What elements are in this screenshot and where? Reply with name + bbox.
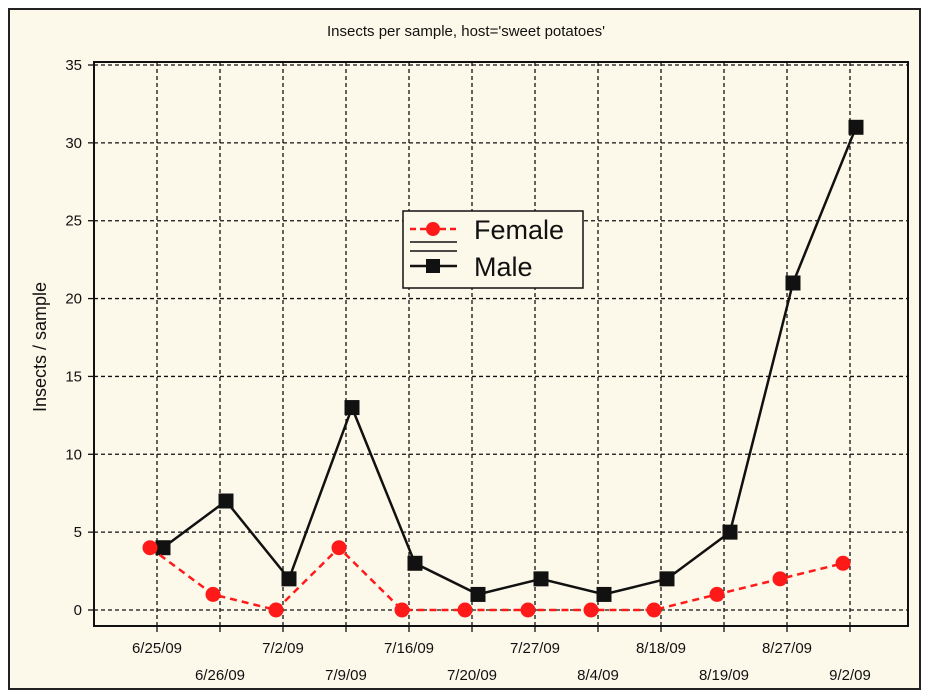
data-point-female [835,555,851,571]
data-point-female [646,602,662,618]
data-point-male [533,571,549,587]
x-tick-label: 6/26/09 [195,667,245,684]
legend-male-marker [426,259,440,273]
data-point-female [142,540,158,556]
series-line-male [162,126,858,596]
data-point-female [583,602,599,618]
grid-layer [94,62,908,626]
data-point-female [331,540,347,556]
y-tick-label: 30 [65,135,82,152]
x-tick-label: 9/2/09 [829,667,871,684]
x-tick-label: 8/4/09 [577,667,619,684]
data-point-male [344,400,360,416]
chart-frame: Insects per sample, host='sweet potatoes… [8,8,921,690]
data-point-male [281,571,297,587]
y-tick-label: 25 [65,213,82,230]
series-line-female [149,545,844,612]
tick-layer: 0 5 10 15 20 25 30 35 6/25/09 6/26/09 7/2/09 7/9/09… [65,57,871,684]
x-tick-label: 7/2/09 [262,640,304,657]
data-point-female [268,602,284,618]
y-tick-label: 15 [65,368,82,385]
x-tick-label: 8/19/09 [699,667,749,684]
data-point-male [407,555,423,571]
chart-svg: Insects per sample, host='sweet potatoes… [30,23,909,684]
data-point-female [457,602,473,618]
y-tick-label: 20 [65,291,82,308]
data-point-female [205,586,221,602]
data-point-male [722,524,738,540]
y-tick-label: 10 [65,446,82,463]
x-tick-label: 7/16/09 [384,640,434,657]
data-point-male [848,119,864,135]
data-point-female [394,602,410,618]
x-tick-label: 8/27/09 [762,640,812,657]
y-tick-label: 5 [74,524,82,541]
y-tick-label: 35 [65,57,82,74]
x-tick-label: 7/27/09 [510,640,560,657]
legend-label-female: Female [474,215,564,245]
x-tick-label: 8/18/09 [636,640,686,657]
y-tick-label: 0 [74,602,82,619]
y-axis-title: Insects / sample [30,282,50,412]
legend: Female Male [402,210,584,289]
data-point-female [709,586,725,602]
chart-title: Insects per sample, host='sweet potatoes… [327,23,605,40]
x-tick-label: 7/20/09 [447,667,497,684]
data-point-female [772,571,788,587]
data-point-male [785,275,801,291]
series-layer [142,119,864,618]
data-point-male [470,586,486,602]
x-tick-label: 6/25/09 [132,640,182,657]
data-point-male [659,571,675,587]
data-point-male [155,540,171,556]
legend-female-marker [426,222,440,236]
legend-label-male: Male [474,252,533,282]
data-point-female [520,602,536,618]
x-tick-label: 7/9/09 [325,667,367,684]
data-point-male [596,586,612,602]
data-point-male [218,493,234,509]
plot-area [93,61,909,627]
